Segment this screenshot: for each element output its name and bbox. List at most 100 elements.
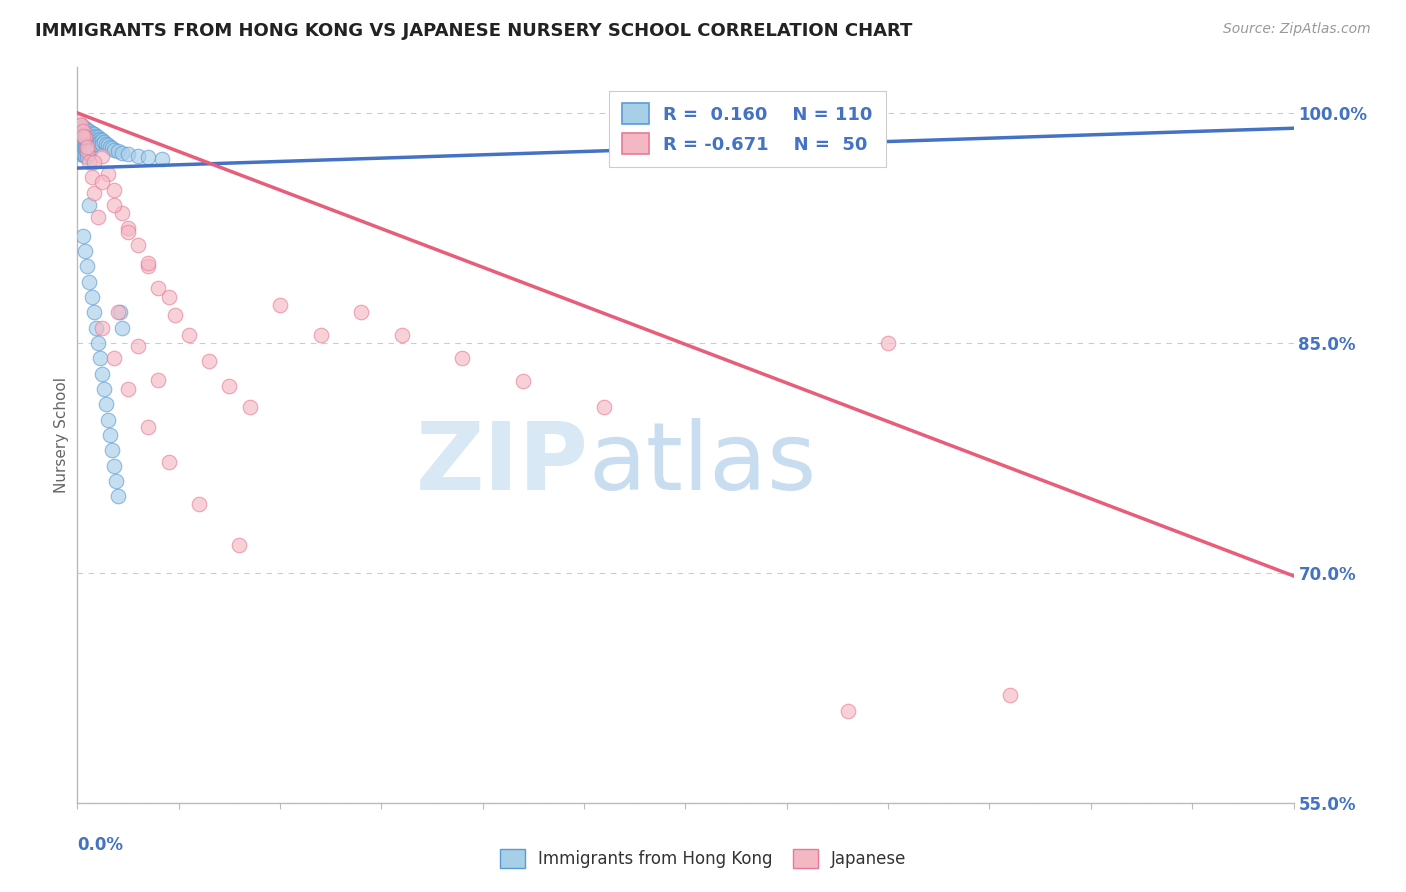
- Point: [148, 281, 170, 295]
- Point: [76, 145, 98, 159]
- Point: [94, 397, 117, 411]
- Point: [98, 139, 121, 153]
- Point: [80, 132, 103, 146]
- Point: [72, 145, 94, 159]
- Point: [136, 259, 159, 273]
- Point: [218, 379, 240, 393]
- Point: [70, 134, 93, 148]
- Point: [103, 143, 125, 157]
- Legend: R =  0.160    N = 110, R = -0.671    N =  50: R = 0.160 N = 110, R = -0.671 N = 50: [609, 91, 886, 167]
- Point: [111, 320, 134, 334]
- Point: [117, 147, 139, 161]
- Point: [89, 351, 111, 366]
- Point: [90, 367, 112, 381]
- Point: [70, 121, 93, 136]
- Point: [67, 145, 90, 159]
- Point: [76, 132, 98, 146]
- Point: [67, 136, 90, 151]
- Point: [76, 135, 98, 149]
- Point: [90, 320, 112, 334]
- Point: [67, 143, 90, 157]
- Point: [76, 150, 98, 164]
- Point: [94, 136, 117, 151]
- Point: [76, 145, 98, 159]
- Point: [177, 328, 200, 343]
- Point: [72, 124, 94, 138]
- Point: [75, 130, 97, 145]
- Point: [86, 335, 108, 350]
- Point: [90, 175, 112, 189]
- Point: [117, 382, 139, 396]
- Point: [83, 130, 105, 145]
- Point: [70, 143, 93, 157]
- Point: [75, 149, 97, 163]
- Point: [451, 351, 474, 366]
- Point: [70, 139, 93, 153]
- Point: [80, 290, 103, 304]
- Point: [80, 138, 103, 153]
- Point: [83, 136, 105, 151]
- Point: [152, 152, 174, 166]
- Point: [350, 305, 373, 319]
- Point: [136, 256, 159, 270]
- Legend: Immigrants from Hong Kong, Japanese: Immigrants from Hong Kong, Japanese: [494, 842, 912, 875]
- Point: [84, 320, 107, 334]
- Point: [75, 244, 97, 258]
- Point: [90, 136, 112, 151]
- Point: [309, 328, 332, 343]
- Point: [79, 275, 101, 289]
- Point: [127, 237, 149, 252]
- Point: [117, 220, 139, 235]
- Point: [72, 228, 94, 243]
- Point: [136, 420, 159, 434]
- Point: [127, 149, 149, 163]
- Point: [127, 339, 149, 353]
- Point: [79, 155, 101, 169]
- Point: [86, 210, 108, 224]
- Point: [70, 118, 93, 132]
- Point: [103, 183, 125, 197]
- Text: IMMIGRANTS FROM HONG KONG VS JAPANESE NURSERY SCHOOL CORRELATION CHART: IMMIGRANTS FROM HONG KONG VS JAPANESE NU…: [35, 22, 912, 40]
- Point: [67, 113, 90, 128]
- Point: [998, 689, 1021, 703]
- Point: [117, 226, 139, 240]
- Point: [80, 128, 103, 143]
- Point: [83, 186, 105, 200]
- Point: [72, 147, 94, 161]
- Point: [76, 139, 98, 153]
- Point: [79, 136, 101, 151]
- Point: [98, 428, 121, 442]
- Point: [79, 139, 101, 153]
- Point: [89, 135, 111, 149]
- Text: ZIP: ZIP: [415, 418, 588, 510]
- Point: [837, 704, 859, 718]
- Point: [75, 139, 97, 153]
- Point: [228, 538, 250, 552]
- Point: [391, 328, 413, 343]
- Point: [86, 134, 108, 148]
- Point: [512, 374, 534, 388]
- Point: [80, 170, 103, 185]
- Point: [157, 290, 180, 304]
- Point: [103, 198, 125, 212]
- Point: [111, 205, 134, 219]
- Point: [72, 132, 94, 146]
- Point: [97, 138, 120, 153]
- Point: [593, 401, 616, 415]
- Point: [75, 145, 97, 160]
- Point: [93, 382, 115, 396]
- Point: [76, 138, 98, 153]
- Point: [70, 118, 93, 132]
- Point: [75, 124, 97, 138]
- Point: [72, 141, 94, 155]
- Point: [72, 128, 94, 143]
- Point: [157, 455, 180, 469]
- Point: [79, 128, 101, 142]
- Point: [90, 134, 112, 148]
- Y-axis label: Nursery School: Nursery School: [53, 376, 69, 493]
- Point: [79, 130, 101, 145]
- Point: [86, 130, 108, 145]
- Point: [72, 126, 94, 140]
- Point: [76, 126, 98, 140]
- Point: [84, 128, 107, 143]
